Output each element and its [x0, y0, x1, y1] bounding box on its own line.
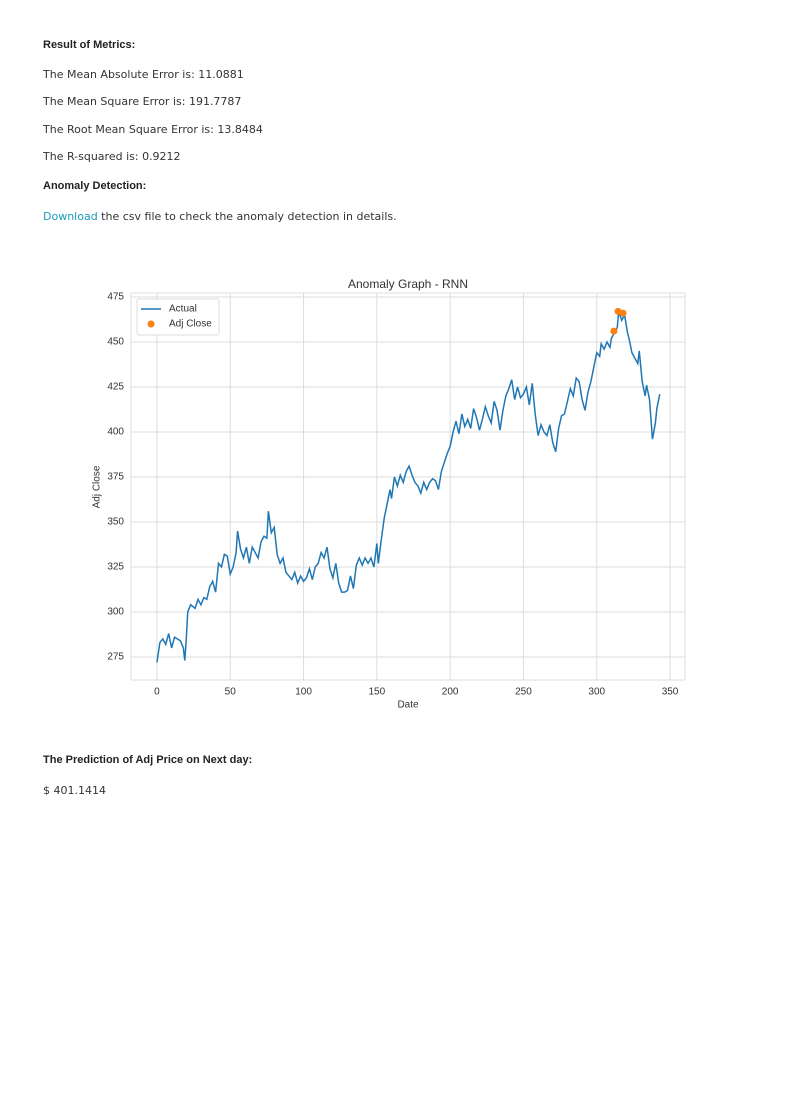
y-axis-label: Adj Close [92, 465, 103, 508]
legend-label: Actual [169, 304, 197, 315]
plot-frame [130, 292, 686, 681]
y-tick-label: 275 [107, 652, 124, 663]
y-tick-label: 400 [107, 427, 124, 438]
legend-label: Adj Close [169, 319, 212, 330]
x-tick-label: 150 [369, 687, 386, 698]
prediction: $ 401.1414 [43, 784, 106, 797]
x-tick-label: 0 [154, 687, 160, 698]
anomaly-heading: Anomaly Detection: [43, 180, 147, 192]
y-tick-label: 425 [107, 382, 124, 393]
download-link[interactable]: Download [43, 210, 98, 223]
y-tick-label: 325 [107, 562, 124, 573]
x-tick-label: 250 [515, 687, 532, 698]
chart-title: Anomaly Graph - RNN [348, 277, 468, 291]
x-tick-label: 100 [295, 687, 312, 698]
metric: The Mean Absolute Error is: 11.0881 [43, 68, 244, 81]
metric: The R-squared is: 0.9212 [43, 150, 181, 163]
y-tick-label: 350 [107, 517, 124, 528]
chart: Anomaly Graph - RNN Date Adj Close 275 30… [92, 277, 686, 711]
metric: The Mean Square Error is: 191.7787 [43, 95, 242, 108]
legend-marker [147, 320, 155, 328]
data-line [156, 311, 661, 663]
y-tick-label: 475 [107, 292, 124, 303]
x-tick-label: 50 [225, 687, 237, 698]
metrics-heading: Result of Metrics: [43, 39, 136, 51]
y-tick-label: 300 [107, 607, 124, 618]
anomaly-point [610, 327, 618, 335]
metric: The Root Mean Square Error is: 13.8484 [43, 123, 263, 136]
prediction-heading: The Prediction of Adj Price on Next day: [43, 754, 253, 766]
download-line: Download the csv file to check the anoma… [43, 210, 397, 223]
x-axis-label: Date [397, 700, 419, 711]
y-tick-label: 450 [107, 337, 124, 348]
anomaly-point [619, 309, 627, 317]
y-tick-label: 375 [107, 472, 124, 483]
x-tick-label: 300 [588, 687, 605, 698]
x-tick-label: 200 [442, 687, 459, 698]
legend-box [136, 298, 220, 336]
download-text: the csv file to check the anomaly detect… [97, 210, 397, 223]
x-tick-label: 350 [662, 687, 679, 698]
